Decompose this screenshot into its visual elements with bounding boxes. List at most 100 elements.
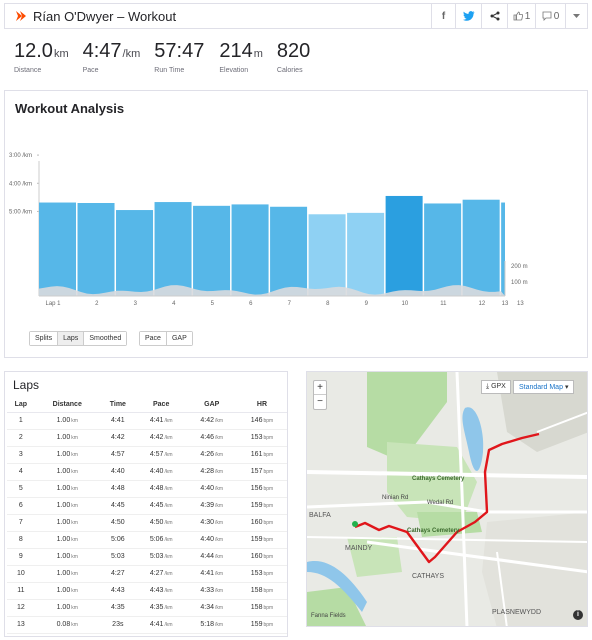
facebook-share-button[interactable]: f — [431, 4, 455, 28]
map-road — [307, 470, 587, 479]
x-tick-label: 3 — [134, 301, 138, 307]
lap-bar — [193, 205, 231, 296]
lap-number: 5 — [7, 480, 35, 498]
table-row[interactable]: 4 1.00km 4:40 4:40/km 4:28/km 157bpm — [7, 463, 287, 481]
lap-number: 8 — [7, 531, 35, 549]
comments-button[interactable]: 0 — [535, 4, 565, 28]
view-toggle: Splits Laps Smoothed — [29, 331, 128, 346]
pace-button[interactable]: Pace — [140, 332, 167, 345]
table-row[interactable]: 3 1.00km 4:57 4:57/km 4:26/km 161bpm — [7, 446, 287, 464]
column-header: GAP — [186, 398, 237, 413]
stat-value: 57:47 — [154, 40, 205, 62]
elevation-profile — [39, 285, 505, 296]
lap-hr: 161bpm — [236, 446, 287, 464]
lap-gap: 4:46/km — [186, 429, 237, 447]
lap-distance: 1.00km — [34, 429, 100, 447]
x-tick-label: 11 — [440, 301, 447, 307]
table-row[interactable]: 9 1.00km 5:03 5:03/km 4:44/km 160bpm — [7, 548, 287, 566]
lap-number: 1 — [7, 412, 35, 430]
lap-time: 4:57 — [99, 446, 136, 464]
share-button[interactable] — [481, 4, 507, 28]
stat-pace: 4:47/km Pace — [83, 40, 141, 86]
lap-hr: 156bpm — [236, 480, 287, 498]
table-row[interactable]: 12 1.00km 4:35 4:35/km 4:34/km 158bpm — [7, 599, 287, 617]
lap-hr: 146bpm — [236, 412, 287, 430]
lap-distance: 1.00km — [34, 446, 100, 464]
kudos-count: 1 — [524, 10, 531, 22]
lap-time: 4:27 — [99, 565, 136, 583]
map-label: Cathays Cemetery — [407, 528, 460, 534]
column-header: Lap — [7, 398, 35, 413]
gap-button[interactable]: GAP — [166, 332, 192, 345]
lap-number: 2 — [7, 429, 35, 447]
lap-hr: 160bpm — [236, 548, 287, 566]
activity-stats: 12.0km Distance 4:47/km Pace 57:47 Run Time 21… — [4, 40, 588, 86]
map-road — [496, 551, 508, 626]
laps-button[interactable]: Laps — [58, 332, 85, 345]
zoom-out-button[interactable]: − — [317, 396, 323, 407]
info-icon[interactable]: i — [573, 610, 583, 620]
x-tick-label: 12 — [479, 301, 486, 307]
table-row[interactable]: 2 1.00km 4:42 4:42/km 4:46/km 153bpm — [7, 429, 287, 447]
analysis-title: Workout Analysis — [15, 101, 125, 116]
route-map[interactable]: Cathays Cemetery Cathays Cemetery Ninian… — [306, 371, 588, 627]
lap-hr: 153bpm — [236, 429, 287, 447]
lap-pace: 4:50/km — [135, 514, 187, 532]
lap-distance: 1.00km — [34, 599, 100, 617]
zoom-in-button[interactable]: + — [314, 381, 326, 395]
y-tick-label: 4:00 /km — [9, 181, 32, 187]
table-row[interactable]: 11 1.00km 4:43 4:43/km 4:33/km 158bpm — [7, 582, 287, 600]
kudos-button[interactable]: 1 — [507, 4, 535, 28]
lap-hr: 159bpm — [236, 497, 287, 515]
stat-value: 820 — [276, 40, 311, 62]
lap-pace: 4:48/km — [135, 480, 187, 498]
lap-gap: 4:44/km — [186, 548, 237, 566]
map-label: MAINDY — [345, 545, 373, 552]
lap-bar — [39, 202, 77, 296]
twitter-share-button[interactable] — [455, 4, 481, 28]
table-row[interactable]: 1 1.00km 4:41 4:41/km 4:42/km 146bpm — [7, 412, 287, 430]
lap-distance: 1.00km — [34, 548, 100, 566]
pace-chart[interactable]: 3:00 /km 4:00 /km 5:00 /km Lap 1 2 3 4 5 6 7 8 9 10 1… — [5, 91, 589, 321]
route-line — [354, 432, 540, 564]
workout-analysis-panel: Workout Analysis 3:00 /km 4:00 /km 5:00 /k… — [4, 90, 588, 358]
table-row[interactable]: 7 1.00km 4:50 4:50/km 4:30/km 160bpm — [7, 514, 287, 532]
lap-gap: 4:39/km — [186, 497, 237, 515]
elevation-tick-label: 100 m — [511, 280, 528, 286]
lap-pace: 4:35/km — [135, 599, 187, 617]
splits-button[interactable]: Splits — [30, 332, 59, 345]
lap-hr: 159bpm — [236, 616, 287, 634]
x-tick-label: 13 — [517, 301, 524, 307]
lap-gap: 4:28/km — [186, 463, 237, 481]
map-label: PLASNEWYDD — [492, 609, 541, 616]
map-label: Fanna Fields — [311, 613, 346, 619]
map-label: Ninian Rd — [382, 495, 408, 501]
map-canvas[interactable]: Cathays Cemetery Cathays Cemetery Ninian… — [307, 372, 588, 627]
table-row[interactable]: 13 0.08km 23s 4:41/km 5:18/km 159bpm — [7, 616, 287, 634]
lap-gap: 4:40/km — [186, 531, 237, 549]
lap-distance: 1.00km — [34, 463, 100, 481]
lap-distance: 1.00km — [34, 582, 100, 600]
stat-label: Elevation — [219, 67, 249, 74]
export-gpx-button[interactable]: ⤓ GPX — [481, 380, 511, 394]
lap-bar — [462, 199, 500, 296]
stat-distance: 12.0km Distance — [14, 40, 69, 86]
map-type-dropdown[interactable]: Standard Map ▾ — [513, 380, 575, 394]
table-row[interactable]: 6 1.00km 4:45 4:45/km 4:39/km 159bpm — [7, 497, 287, 515]
table-row[interactable]: 8 1.00km 5:06 5:06/km 4:40/km 159bpm — [7, 531, 287, 549]
laps-panel: Laps Lap Distance Time Pace GAP HR 1 1.00km 4:4… — [4, 371, 288, 637]
table-row[interactable]: 5 1.00km 4:48 4:48/km 4:40/km 156bpm — [7, 480, 287, 498]
more-actions-button[interactable] — [565, 4, 587, 28]
route-start-marker — [352, 521, 358, 527]
x-tick-label: 5 — [211, 301, 215, 307]
lap-time: 23s — [99, 616, 136, 634]
smoothed-button[interactable]: Smoothed — [84, 332, 127, 345]
lap-pace: 5:03/km — [135, 548, 187, 566]
column-header: HR — [236, 398, 287, 413]
map-park-area — [417, 512, 482, 537]
stat-elevation: 214m Elevation — [219, 40, 263, 86]
page-title: Rían O'Dwyer – Workout — [33, 8, 177, 24]
lap-number: 7 — [7, 514, 35, 532]
table-row[interactable]: 10 1.00km 4:27 4:27/km 4:41/km 153bpm — [7, 565, 287, 583]
lap-time: 4:35 — [99, 599, 136, 617]
